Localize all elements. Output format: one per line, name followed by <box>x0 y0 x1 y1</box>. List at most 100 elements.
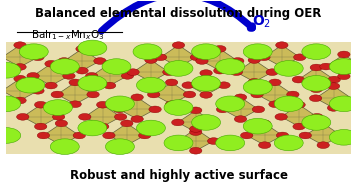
Circle shape <box>14 64 26 70</box>
Polygon shape <box>305 123 341 145</box>
Circle shape <box>96 123 109 130</box>
Polygon shape <box>133 60 169 82</box>
Circle shape <box>165 101 178 108</box>
Circle shape <box>58 58 70 64</box>
Circle shape <box>121 73 134 79</box>
Circle shape <box>269 79 281 86</box>
Circle shape <box>216 135 245 151</box>
Circle shape <box>276 42 288 49</box>
Circle shape <box>139 132 151 139</box>
Circle shape <box>50 59 79 74</box>
Polygon shape <box>44 123 79 145</box>
Circle shape <box>14 97 26 104</box>
Circle shape <box>299 132 312 139</box>
Polygon shape <box>188 73 224 95</box>
Circle shape <box>216 59 245 74</box>
Circle shape <box>317 120 330 127</box>
Circle shape <box>145 78 157 85</box>
Circle shape <box>241 132 253 139</box>
Circle shape <box>0 128 21 143</box>
Circle shape <box>207 119 220 126</box>
Circle shape <box>45 82 57 89</box>
Circle shape <box>44 100 72 115</box>
Circle shape <box>14 75 26 82</box>
Circle shape <box>190 147 202 154</box>
Circle shape <box>32 88 44 94</box>
Polygon shape <box>92 64 127 86</box>
Polygon shape <box>85 105 121 126</box>
Circle shape <box>16 77 45 93</box>
Circle shape <box>154 54 167 61</box>
Circle shape <box>218 82 230 88</box>
Circle shape <box>317 142 330 149</box>
Circle shape <box>275 114 287 120</box>
Circle shape <box>293 54 306 61</box>
Circle shape <box>213 67 226 74</box>
Circle shape <box>311 114 323 120</box>
Circle shape <box>164 135 193 151</box>
Circle shape <box>136 120 165 136</box>
Circle shape <box>105 139 134 154</box>
Polygon shape <box>316 86 351 108</box>
Circle shape <box>287 91 299 98</box>
Circle shape <box>310 95 322 101</box>
Polygon shape <box>119 97 155 119</box>
Circle shape <box>196 58 208 64</box>
Circle shape <box>192 75 221 91</box>
Circle shape <box>200 70 212 76</box>
Circle shape <box>69 79 81 86</box>
Circle shape <box>200 91 212 98</box>
Circle shape <box>327 83 340 89</box>
Circle shape <box>258 120 271 127</box>
Circle shape <box>338 51 350 58</box>
Circle shape <box>164 100 193 115</box>
Circle shape <box>145 57 157 63</box>
Polygon shape <box>281 105 317 126</box>
Circle shape <box>37 132 50 139</box>
Circle shape <box>51 91 64 98</box>
Polygon shape <box>57 82 93 104</box>
Polygon shape <box>202 49 238 71</box>
Circle shape <box>302 44 331 60</box>
Circle shape <box>243 79 272 95</box>
Circle shape <box>73 132 85 139</box>
Circle shape <box>121 142 133 149</box>
Circle shape <box>131 94 144 101</box>
Circle shape <box>78 75 107 91</box>
Circle shape <box>172 42 185 49</box>
Circle shape <box>164 61 193 76</box>
Circle shape <box>0 63 21 78</box>
Circle shape <box>258 142 271 149</box>
Circle shape <box>216 106 229 113</box>
Polygon shape <box>154 82 190 104</box>
Circle shape <box>104 60 116 67</box>
Circle shape <box>266 69 278 75</box>
Circle shape <box>183 91 196 98</box>
Circle shape <box>19 44 48 60</box>
Circle shape <box>87 91 99 98</box>
Circle shape <box>85 73 98 79</box>
Circle shape <box>63 73 75 79</box>
Circle shape <box>55 142 67 149</box>
Circle shape <box>127 69 139 75</box>
Circle shape <box>102 59 131 74</box>
Circle shape <box>78 120 107 136</box>
Circle shape <box>276 64 288 70</box>
Circle shape <box>274 61 303 76</box>
Circle shape <box>0 96 21 112</box>
Circle shape <box>335 132 347 139</box>
Circle shape <box>35 123 47 130</box>
Circle shape <box>293 123 305 130</box>
Polygon shape <box>264 45 300 67</box>
Polygon shape <box>298 67 334 89</box>
Circle shape <box>172 138 184 144</box>
Circle shape <box>192 44 221 60</box>
Circle shape <box>292 76 305 83</box>
Polygon shape <box>109 123 145 145</box>
Circle shape <box>243 118 272 134</box>
Text: Robust and highly active surface: Robust and highly active surface <box>70 169 287 182</box>
Polygon shape <box>236 60 272 82</box>
Circle shape <box>207 138 220 144</box>
Circle shape <box>234 116 247 122</box>
Circle shape <box>45 60 57 67</box>
